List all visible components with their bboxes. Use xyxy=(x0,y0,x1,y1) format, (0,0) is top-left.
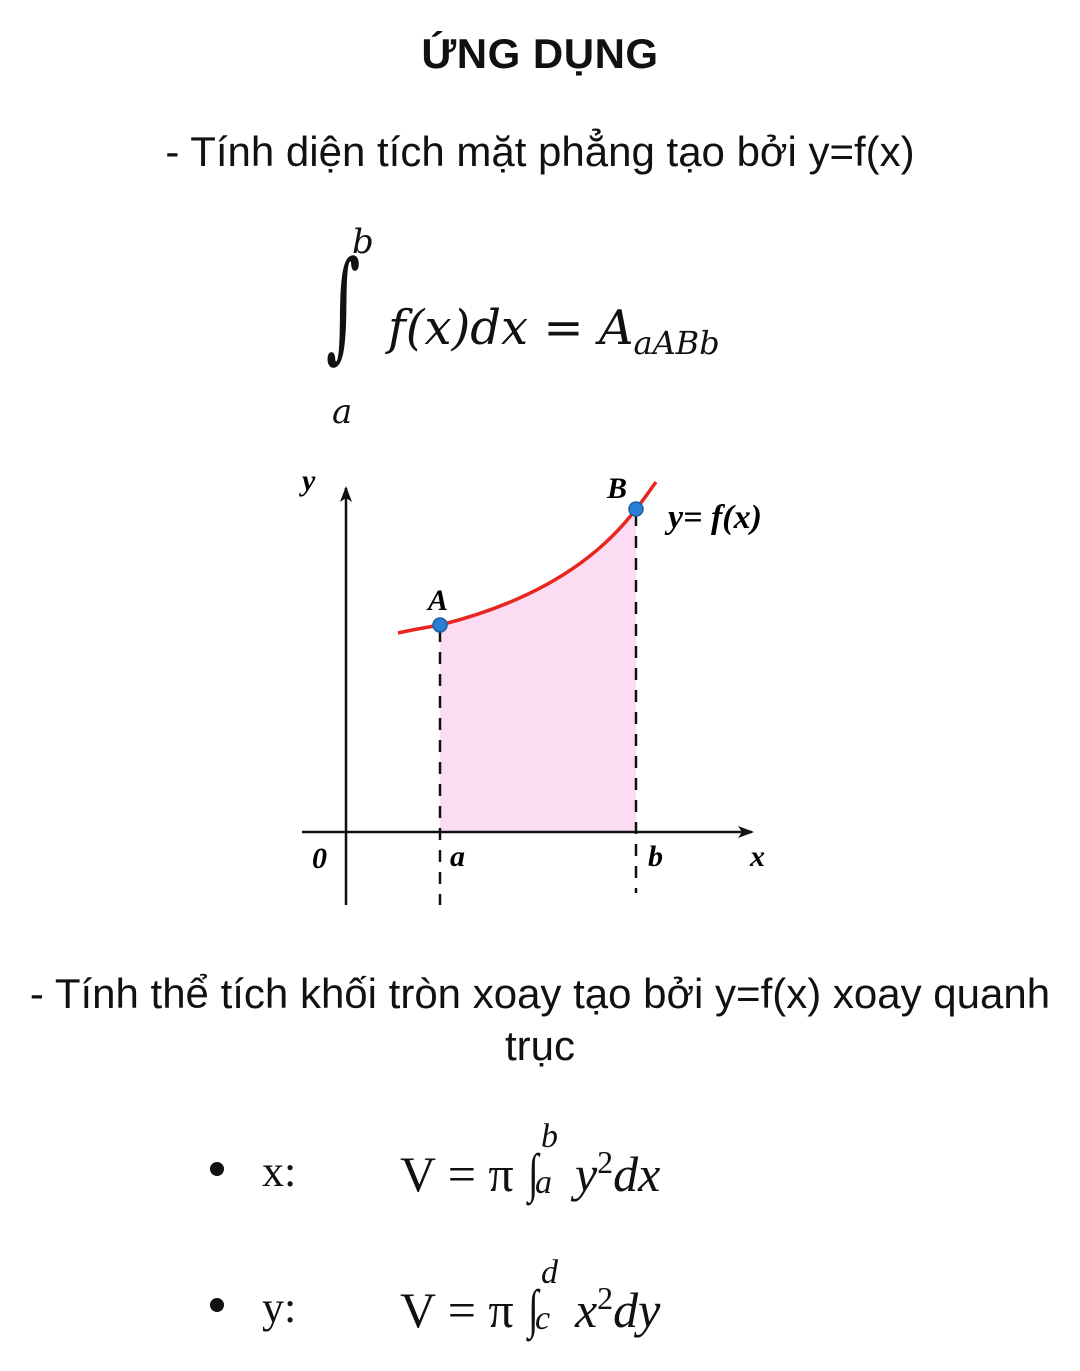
a-tick-label: a xyxy=(450,840,465,873)
b-tick-label: b xyxy=(648,840,663,873)
formula-y: V = π ∫ d c x2dy xyxy=(400,1254,661,1340)
x-axis-label: x xyxy=(749,840,765,873)
formula-y-power: 2 xyxy=(597,1280,614,1316)
formula-x-lower: a xyxy=(534,1164,552,1201)
formula-x-axis-label: x: xyxy=(262,1147,297,1196)
formula-x-diff: dx xyxy=(613,1146,661,1202)
integral-sign-icon: ∫ xyxy=(528,1279,539,1339)
bullet-icon xyxy=(210,1162,224,1176)
formula-y-upper: d xyxy=(540,1254,558,1291)
integral-subscript: aABb xyxy=(633,324,720,362)
formula-x-lhs: V = π xyxy=(400,1146,514,1202)
formula-y-axis-label: y: xyxy=(262,1283,297,1332)
integral-upper-limit: b xyxy=(352,222,374,262)
formula-x: V = π ∫ b a y2dx xyxy=(400,1118,661,1204)
heading: ỨNG DỤNG xyxy=(421,30,659,77)
point-a-marker xyxy=(432,617,448,633)
formula-x-power: 2 xyxy=(597,1144,614,1180)
point-a-label: A xyxy=(426,584,448,617)
formula-x-upper: b xyxy=(540,1118,558,1155)
integral-integrand: f(x)dx = A xyxy=(388,300,634,356)
point-b-label: B xyxy=(606,472,627,505)
volume-description-line1: - Tính thể tích khối tròn xoay tạo bởi y… xyxy=(29,970,1051,1017)
curve-label: y= f(x) xyxy=(664,499,762,536)
origin-label: 0 xyxy=(312,842,327,875)
integral-sign-icon: ∫ xyxy=(326,236,361,375)
volume-description-line2: trục xyxy=(504,1022,575,1069)
formula-y-lhs: V = π xyxy=(400,1282,514,1338)
formula-x-var: y xyxy=(574,1146,598,1202)
formula-y-lower: c xyxy=(534,1300,551,1337)
area-description: - Tính diện tích mặt phẳng tạo bởi y=f(x… xyxy=(165,128,915,175)
volume-description: - Tính thể tích khối tròn xoay tạo bởi y… xyxy=(0,968,1080,1072)
integral-sign-icon: ∫ xyxy=(528,1143,539,1203)
point-b-marker xyxy=(628,501,644,517)
integral-lower-limit: a xyxy=(332,392,353,432)
formula-y-diff: dy xyxy=(613,1282,661,1338)
y-axis-label: y xyxy=(299,464,316,497)
integral-expression: f(x)dx = AaABb xyxy=(388,300,720,362)
shaded-area xyxy=(440,509,636,832)
formula-y-var: x xyxy=(574,1282,598,1338)
bullet-icon xyxy=(210,1298,224,1312)
function-curve xyxy=(397,480,658,635)
